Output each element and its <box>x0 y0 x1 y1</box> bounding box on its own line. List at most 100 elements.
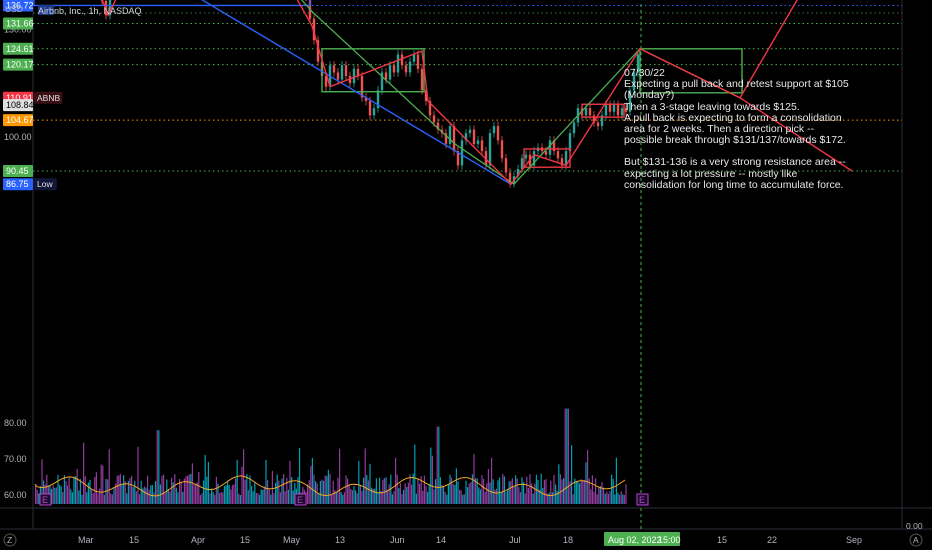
volume-bar <box>311 457 313 504</box>
volume-bar <box>291 477 293 504</box>
volume-bar <box>486 483 488 504</box>
time-tick-label: 18 <box>563 535 573 545</box>
volume-bar <box>548 492 550 504</box>
volume-bar <box>99 488 101 504</box>
volume-bar <box>265 459 267 504</box>
volume-bar <box>156 430 158 504</box>
candle-body <box>344 65 348 76</box>
annotation-date: 07/30/22 <box>624 67 665 79</box>
volume-bar <box>415 493 417 504</box>
volume-bar <box>523 482 525 504</box>
volume-bar <box>604 493 606 504</box>
volume-bar <box>534 483 536 504</box>
volume-bar <box>54 487 56 504</box>
volume-bar <box>151 485 153 504</box>
volume-bar <box>583 479 585 504</box>
volume-bar <box>609 491 611 504</box>
volume-bar <box>425 486 427 504</box>
candle-body <box>488 133 492 166</box>
analysis-annotation: 07/30/22 Expecting a pull back and retes… <box>624 67 854 191</box>
volume-bar <box>326 476 328 504</box>
volume-bar <box>246 474 248 504</box>
volume-bar <box>62 492 64 504</box>
volume-bar <box>199 494 201 504</box>
volume-bar <box>340 492 342 504</box>
volume-bar <box>513 486 515 504</box>
volume-bar <box>351 490 353 504</box>
volume-bar <box>510 480 512 504</box>
time-tick-label: 15 <box>240 535 250 545</box>
volume-bar <box>611 474 613 504</box>
candle-body <box>108 0 112 16</box>
price-label: 110.91 <box>6 93 33 103</box>
volume-bar <box>217 483 219 504</box>
volume-bar <box>358 460 360 504</box>
volume-bar <box>38 493 40 504</box>
volume-bar <box>348 484 350 504</box>
autoscale-label: A <box>913 535 919 545</box>
volume-bar <box>134 480 136 504</box>
candle-body <box>632 72 636 91</box>
volume-bar <box>588 478 590 504</box>
time-cursor-box <box>604 532 680 546</box>
volume-bar <box>97 493 99 504</box>
volume-bar <box>363 477 365 504</box>
candle-body <box>544 151 548 155</box>
annotation-line: A pull back is expecting to form a conso… <box>624 111 846 147</box>
volume-bar <box>249 475 251 504</box>
volume-bar <box>169 491 171 504</box>
volume-bar <box>419 483 421 504</box>
time-tick-label: Jun <box>390 535 405 545</box>
volume-bar <box>81 494 83 504</box>
candle-body <box>480 140 484 152</box>
volume-bar <box>71 492 73 504</box>
volume-bar <box>511 478 513 504</box>
volume-bar <box>516 478 518 504</box>
volume-bar <box>108 449 110 504</box>
volume-bar <box>572 494 574 504</box>
volume-bar <box>278 480 280 504</box>
candle-body <box>324 75 328 87</box>
candle-body <box>420 68 424 91</box>
volume-bar <box>35 484 37 504</box>
volume-bar <box>281 478 283 504</box>
volume-bar <box>236 459 238 504</box>
volume-bar <box>116 475 118 504</box>
candle-body <box>396 54 400 73</box>
candle-body <box>356 68 360 76</box>
volume-bar <box>193 484 195 504</box>
candle-body <box>556 151 560 159</box>
volume-bar <box>369 463 371 504</box>
volume-bar <box>87 482 89 504</box>
candle-body <box>516 168 520 177</box>
volume-bar <box>183 478 185 504</box>
volume-bar <box>383 478 385 504</box>
volume-bar <box>420 476 422 504</box>
volume-bar <box>111 494 113 504</box>
volume-bar <box>590 489 592 504</box>
volume-bar <box>401 494 403 504</box>
volume-bar <box>607 493 609 504</box>
volume-bar <box>343 492 345 504</box>
volume-bar <box>107 479 109 504</box>
volume-bar <box>455 468 457 504</box>
volume-bar <box>331 493 333 504</box>
volume-bar <box>206 476 208 504</box>
volume-bar <box>260 489 262 504</box>
volume-bar <box>524 493 526 504</box>
candle-body <box>432 115 436 123</box>
volume-bar <box>73 476 75 504</box>
volume-bar <box>60 486 62 504</box>
volume-bar <box>318 493 320 504</box>
earnings-marker-label: E <box>297 495 303 505</box>
volume-bar <box>167 489 169 504</box>
volume-bar <box>279 492 281 504</box>
volume-bar <box>391 494 393 504</box>
volume-bar <box>286 477 288 504</box>
volume-bar <box>195 483 197 504</box>
candle-body <box>600 115 604 127</box>
volume-bar <box>484 491 486 504</box>
volume-bar <box>569 481 571 504</box>
volume-bar <box>537 479 539 504</box>
